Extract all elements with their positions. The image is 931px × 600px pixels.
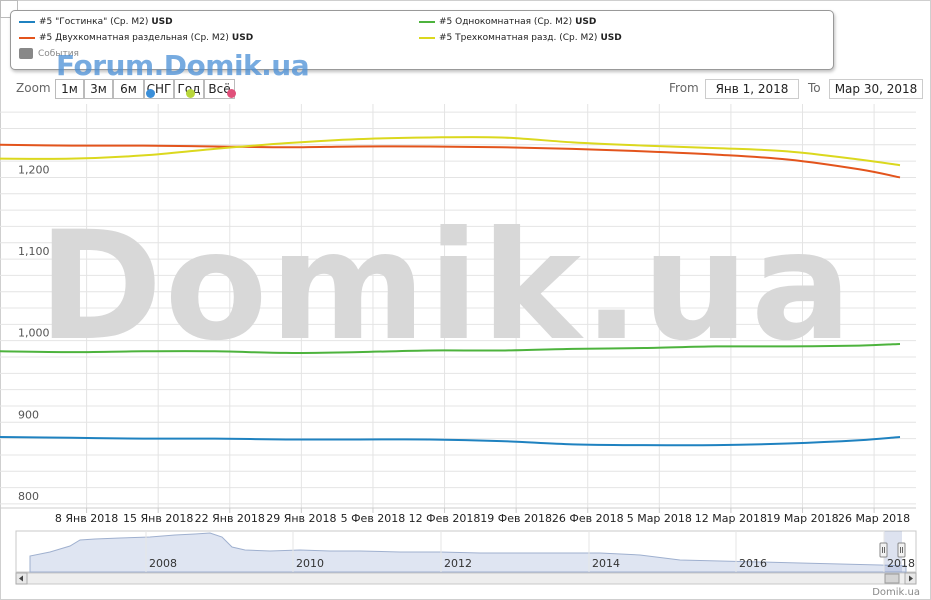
- legend-swatch-gostinka: [19, 21, 35, 23]
- legend-label-three-room: #5 Трехкомнатная разд. (Ср. М2): [439, 33, 598, 43]
- series-line-0: [0, 435, 901, 447]
- scroll-right-arrow-icon: [909, 575, 913, 582]
- y-tick-label: 1,000: [18, 327, 50, 340]
- legend-swatch-two-room: [19, 37, 35, 39]
- navigator-selection: [884, 531, 902, 572]
- x-tick-label: 12 Мар 2018: [695, 512, 767, 525]
- events-icon: [19, 48, 33, 59]
- x-tick-label: 26 Мар 2018: [838, 512, 910, 525]
- navigator-year-label: 2008: [149, 557, 177, 570]
- zoom-6m-button[interactable]: 6м: [113, 79, 144, 99]
- x-tick-label: 19 Фев 2018: [480, 512, 552, 525]
- y-tick-label: 1,200: [18, 163, 50, 176]
- x-tick-label: 22 Янв 2018: [195, 512, 265, 525]
- y-tick-label: 900: [18, 408, 39, 421]
- legend-label-events: События: [38, 48, 79, 59]
- legend-item-events[interactable]: События: [19, 48, 79, 59]
- navigator-year-label: 2010: [296, 557, 324, 570]
- from-date-input[interactable]: Янв 1, 2018: [705, 79, 799, 99]
- navigator-handle-right[interactable]: [897, 542, 906, 558]
- x-tick-label: 12 Фев 2018: [409, 512, 481, 525]
- legend-swatch-three-room: [419, 37, 435, 39]
- scroll-left-arrow-icon: [19, 575, 23, 582]
- x-tick-label: 26 Фев 2018: [552, 512, 624, 525]
- zoom-3m-button[interactable]: 3м: [84, 79, 113, 99]
- legend-label-gostinka: #5 "Гостинка" (Ср. М2): [39, 17, 149, 27]
- zoom-1m-button[interactable]: 1м: [55, 79, 84, 99]
- x-tick-label: 5 Мар 2018: [627, 512, 692, 525]
- series-line-3: [0, 136, 901, 167]
- watermark-forum: Forum.Domik.ua: [56, 49, 310, 82]
- legend-label-one-room: #5 Однокомнатная (Ср. М2): [439, 17, 573, 27]
- navigator-area: [29, 532, 907, 573]
- legend-swatch-one-room: [419, 21, 435, 23]
- scrollbar-thumb[interactable]: [884, 573, 900, 584]
- to-label: To: [808, 81, 821, 95]
- x-tick-label: 8 Янв 2018: [55, 512, 118, 525]
- legend-currency-three-room: USD: [600, 33, 622, 43]
- navigator-year-label: 2018: [887, 557, 915, 570]
- navigator-handle-left[interactable]: [879, 542, 888, 558]
- scrollbar-track: [15, 572, 917, 585]
- watermark-big: Domik.ua: [38, 200, 855, 374]
- legend-item-three-room[interactable]: #5 Трехкомнатная разд. (Ср. М2) USD: [419, 33, 622, 43]
- event-dot-pink[interactable]: [227, 89, 236, 98]
- legend: #5 "Гостинка" (Ср. М2) USD #5 Однокомнат…: [10, 10, 834, 70]
- event-dot-blue[interactable]: [146, 89, 155, 98]
- legend-item-one-room[interactable]: #5 Однокомнатная (Ср. М2) USD: [419, 17, 596, 27]
- legend-item-two-room[interactable]: #5 Двухкомнатная раздельная (Ср. М2) USD: [19, 33, 253, 43]
- x-tick-label: 5 Фев 2018: [341, 512, 406, 525]
- legend-label-two-room: #5 Двухкомнатная раздельная (Ср. М2): [39, 33, 229, 43]
- credit-text: Domik.ua: [872, 587, 920, 598]
- legend-currency-one-room: USD: [575, 17, 597, 27]
- y-tick-label: 800: [18, 490, 39, 503]
- y-tick-label: 1,100: [18, 245, 50, 258]
- series-line-1: [0, 342, 901, 354]
- event-dot-green[interactable]: [186, 89, 195, 98]
- navigator-year-label: 2016: [739, 557, 767, 570]
- from-label: From: [669, 81, 699, 95]
- series-line-2: [0, 143, 901, 179]
- legend-currency-two-room: USD: [231, 33, 254, 43]
- navigator-year-label: 2014: [592, 557, 620, 570]
- legend-item-gostinka[interactable]: #5 "Гостинка" (Ср. М2) USD: [19, 17, 173, 27]
- legend-currency-gostinka: USD: [151, 17, 173, 27]
- navigator-year-label: 2012: [444, 557, 472, 570]
- zoom-label: Zoom: [16, 81, 51, 95]
- x-tick-label: 15 Янв 2018: [123, 512, 193, 525]
- zoom-all-button[interactable]: Всё: [204, 79, 235, 99]
- to-date-input[interactable]: Мар 30, 2018: [829, 79, 923, 99]
- x-tick-label: 19 Мар 2018: [766, 512, 838, 525]
- x-tick-label: 29 Янв 2018: [266, 512, 336, 525]
